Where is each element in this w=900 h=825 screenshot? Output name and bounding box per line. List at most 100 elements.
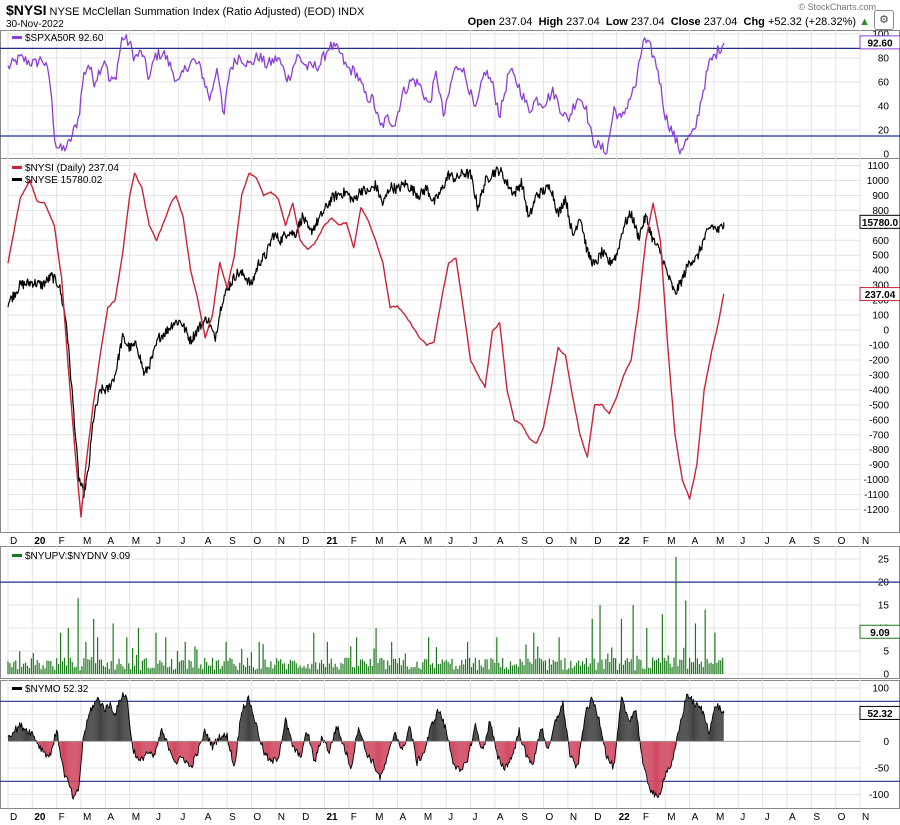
bottom-x-tick-label: N <box>862 812 869 823</box>
nymo-area <box>660 741 662 795</box>
nymo-area <box>244 706 246 742</box>
nymo-last-value: 52.32 <box>867 709 892 720</box>
x-tick-label: A <box>205 536 212 547</box>
nysi-y-tick-label: 900 <box>872 191 889 202</box>
nymo-area <box>489 721 490 742</box>
nymo-area <box>507 741 509 768</box>
nymo-area <box>248 695 250 742</box>
nymo-area <box>90 707 92 742</box>
nymo-area <box>627 714 629 742</box>
nyupv-y-tick-label: 0 <box>883 670 889 681</box>
nymo-area <box>505 741 507 765</box>
nymo-area <box>698 706 700 742</box>
nymo-area <box>13 730 15 742</box>
nymo-area <box>378 741 380 780</box>
nymo-area <box>595 704 597 742</box>
bottom-x-tick-label: A <box>107 812 114 823</box>
x-tick-label: A <box>399 536 406 547</box>
nymo-area <box>94 700 96 742</box>
bottom-x-tick-label: J <box>156 812 161 823</box>
settings-icon[interactable]: ⚙ <box>874 10 894 30</box>
nymo-y-tick-label: -100 <box>869 790 889 801</box>
nymo-area <box>452 741 454 764</box>
nymo-area <box>441 716 443 742</box>
nymo-area <box>693 699 695 742</box>
x-tick-label: J <box>156 536 161 547</box>
bottom-x-tick-label: A <box>789 812 796 823</box>
nyse-legend-swatch <box>12 178 22 181</box>
nymo-area <box>98 698 100 742</box>
ohlc-summary: Open 237.04 High 237.04 Low 237.04 Close… <box>468 16 870 28</box>
nymo-area <box>66 741 68 778</box>
nymo-area <box>196 741 198 757</box>
nymo-area <box>168 741 170 751</box>
spxa50r-y-tick-label: 40 <box>878 102 890 113</box>
nysi-y-tick-label: 100 <box>872 311 889 322</box>
nymo-area <box>352 741 354 763</box>
bottom-x-tick-label: 21 <box>326 812 338 823</box>
nymo-area <box>190 741 192 767</box>
nymo-area <box>419 741 421 761</box>
nymo-area <box>437 709 439 742</box>
nymo-area <box>647 741 649 785</box>
nymo-area <box>508 741 510 763</box>
nymo-area <box>285 717 287 742</box>
nymo-area <box>107 704 109 742</box>
nymo-area <box>105 705 107 742</box>
x-tick-label: F <box>59 536 65 547</box>
bottom-x-tick-label: F <box>643 812 649 823</box>
nymo-area <box>381 741 383 774</box>
nymo-area <box>409 726 411 742</box>
bottom-x-tick-label: M <box>424 812 432 823</box>
nymo-area <box>91 705 93 742</box>
nymo-area <box>264 741 266 756</box>
nysi-y-tick-label: -200 <box>869 355 889 366</box>
nymo-area <box>457 741 459 768</box>
nymo-area <box>423 741 425 754</box>
nymo-area <box>529 741 531 763</box>
nymo-area <box>170 741 172 755</box>
bottom-x-tick-label: A <box>497 812 504 823</box>
nymo-area <box>592 698 594 742</box>
nymo-area <box>720 710 722 742</box>
exchange-label: INDX <box>338 6 365 18</box>
bottom-x-tick-label: M <box>667 812 675 823</box>
nymo-area <box>142 741 144 761</box>
nymo-area <box>103 705 105 742</box>
bottom-x-tick-label: D <box>594 812 601 823</box>
nymo-area <box>664 741 666 780</box>
nymo-area <box>242 704 244 742</box>
x-tick-label: S <box>229 536 236 547</box>
nymo-area <box>314 741 316 762</box>
nymo-area <box>276 741 278 762</box>
nymo-area <box>512 741 514 755</box>
nymo-area <box>684 700 686 742</box>
high-label: High <box>538 16 564 28</box>
nymo-area <box>697 703 699 742</box>
nymo-area <box>152 741 154 758</box>
nymo-area <box>69 741 71 788</box>
x-tick-label: J <box>180 536 185 547</box>
nymo-area <box>44 741 46 753</box>
nymo-area <box>177 741 179 764</box>
nyupv-y-tick-label: 5 <box>883 647 889 658</box>
nymo-area <box>151 741 153 755</box>
nymo-area <box>137 741 139 761</box>
nysi-y-tick-label: -1100 <box>864 490 889 501</box>
nymo-area <box>139 741 141 761</box>
nymo-area <box>417 741 419 759</box>
nymo-area <box>652 741 654 795</box>
nymo-area <box>46 741 48 756</box>
spxa50r-frame <box>0 30 900 159</box>
nymo-area <box>702 711 704 742</box>
nymo-area <box>557 715 559 742</box>
nymo-area <box>434 719 436 742</box>
nymo-area <box>185 741 187 764</box>
nymo-area <box>691 696 693 742</box>
nymo-area <box>687 694 689 742</box>
nymo-area <box>502 741 504 769</box>
nymo-area <box>431 721 433 742</box>
nysi-y-tick-label: -400 <box>869 385 889 396</box>
nymo-area <box>172 741 174 760</box>
